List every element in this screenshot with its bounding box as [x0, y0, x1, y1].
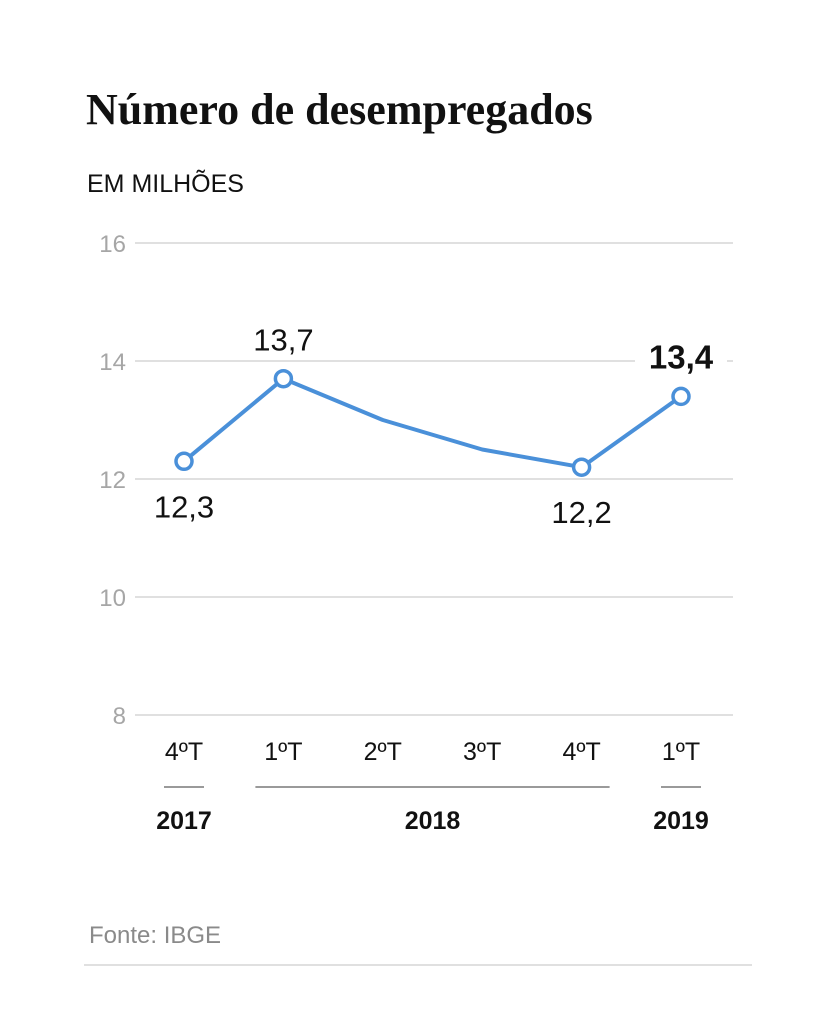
year-label: 2017	[156, 807, 212, 835]
data-label: 13,7	[253, 323, 313, 358]
y-tick-label: 16	[99, 231, 126, 258]
chart-title: Número de desempregados	[86, 85, 593, 134]
year-label: 2019	[653, 807, 709, 835]
data-labels: 12,3 13,7 12,2 13,4	[154, 323, 727, 530]
x-category-label: 3ºT	[463, 738, 501, 766]
year-label: 2018	[405, 807, 461, 835]
y-tick-label: 10	[99, 585, 126, 612]
x-axis-years: 2017 2018 2019	[156, 786, 709, 835]
data-label-backdrop	[635, 336, 727, 375]
data-point-marker	[671, 386, 691, 407]
x-category-label: 4ºT	[165, 738, 203, 766]
data-label: 13,4	[649, 338, 714, 375]
x-category-label: 4ºT	[562, 738, 600, 766]
y-tick-label: 8	[113, 703, 126, 730]
y-tick-label: 12	[99, 467, 126, 494]
x-category-label: 1ºT	[264, 738, 302, 766]
source-note: Fonte: IBGE	[89, 922, 222, 949]
gridlines	[135, 242, 733, 716]
data-point-marker	[571, 457, 592, 477]
y-axis-ticks: 8 10 12 14 16	[99, 231, 126, 730]
series-layer	[174, 368, 691, 477]
x-axis-categories: 4ºT 1ºT 2ºT 3ºT 4ºT 1ºT	[165, 738, 700, 766]
series-line	[182, 376, 683, 470]
footer-divider	[84, 964, 752, 966]
data-point-marker	[273, 368, 294, 389]
x-category-label: 1ºT	[662, 738, 700, 766]
data-point-marker	[174, 451, 194, 472]
data-label: 12,3	[154, 489, 214, 524]
data-label: 12,2	[551, 495, 611, 530]
y-tick-label: 14	[99, 349, 126, 376]
x-category-label: 2ºT	[364, 738, 402, 766]
chart-subtitle: EM MILHÕES	[87, 170, 244, 198]
